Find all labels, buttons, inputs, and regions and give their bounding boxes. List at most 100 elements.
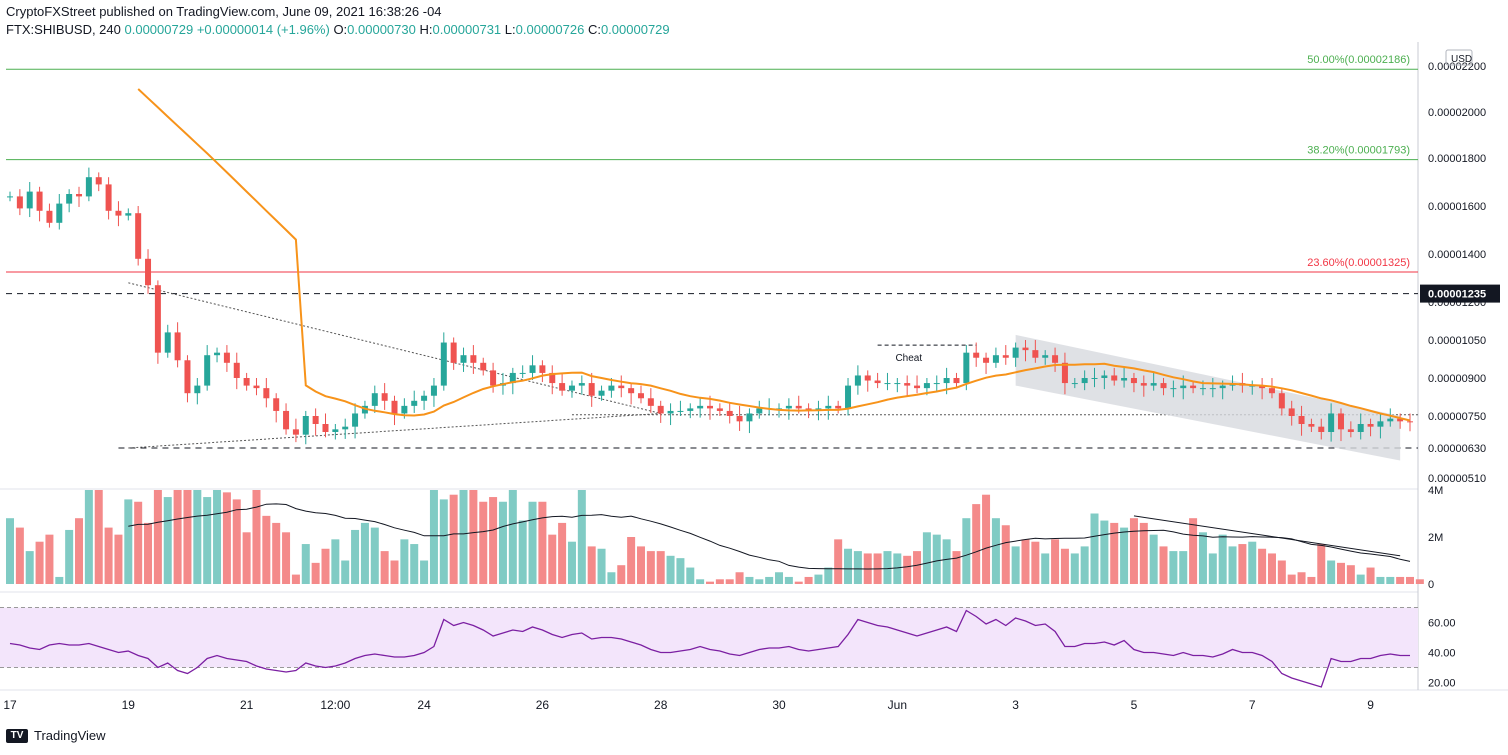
candle-body — [825, 405, 832, 409]
candle-body — [716, 408, 723, 411]
candle-body — [1022, 347, 1029, 351]
x-tick-label: 21 — [240, 698, 254, 712]
volume-bar — [1080, 546, 1089, 584]
candle-body — [992, 355, 999, 363]
volume-bar — [1011, 546, 1020, 584]
volume-bar — [380, 551, 389, 584]
volume-bar — [1129, 518, 1138, 584]
candle-body — [480, 362, 487, 371]
price-tick-label: 0.00002000 — [1428, 107, 1486, 119]
candle-body — [1071, 383, 1078, 385]
candle-body — [1002, 355, 1009, 358]
volume-bar — [893, 553, 902, 584]
cheat-annotation: Cheat — [895, 353, 922, 364]
volume-bar — [222, 492, 231, 584]
fib-label: 38.20%(0.00001793) — [1307, 145, 1410, 157]
candle-body — [1209, 388, 1216, 390]
candle-body — [490, 370, 497, 386]
candle-body — [923, 383, 930, 389]
candle-body — [697, 405, 704, 409]
price-change: +0.00000014 (+1.96%) — [196, 22, 330, 37]
candle-body — [539, 365, 546, 373]
candle-body — [588, 383, 595, 396]
candle-body — [184, 360, 191, 394]
currency-label: USD — [1451, 54, 1472, 65]
volume-bar — [508, 490, 517, 584]
volume-bar — [1051, 539, 1060, 584]
volume-bar — [558, 522, 567, 584]
volume-bar — [341, 560, 350, 584]
volume-bar — [913, 551, 922, 584]
candle-body — [756, 408, 763, 414]
candle-body — [1140, 383, 1147, 386]
candle-body — [302, 416, 309, 435]
volume-bar — [1396, 576, 1405, 584]
candle-body — [973, 352, 980, 358]
volume-bar — [1021, 539, 1030, 584]
volume-bar — [1307, 576, 1316, 584]
candle-body — [549, 372, 556, 384]
volume-bar — [607, 572, 616, 584]
volume-bar — [1198, 532, 1207, 584]
volume-bar — [213, 490, 222, 584]
volume-bar — [725, 579, 734, 584]
volume-bar — [1258, 548, 1267, 584]
candle-body — [36, 191, 43, 211]
candle-body — [983, 357, 990, 363]
volume-bar — [1346, 565, 1355, 584]
candle-body — [460, 355, 467, 363]
volume-bar — [903, 555, 912, 584]
volume-bar — [765, 576, 774, 584]
candle-body — [598, 390, 605, 396]
volume-bar — [1267, 553, 1276, 584]
volume-bar — [390, 560, 399, 584]
candle-body — [608, 385, 615, 391]
candle-body — [135, 213, 142, 259]
candle-body — [1160, 383, 1167, 389]
volume-tick-label: 4M — [1428, 485, 1443, 497]
price-label: 0.00001235 — [1428, 289, 1486, 301]
footer: TV TradingView — [6, 728, 106, 743]
volume-bar — [1159, 546, 1168, 584]
candle-body — [1387, 418, 1394, 422]
candle-body — [115, 210, 122, 216]
candle-body — [667, 410, 674, 414]
volume-bar — [272, 522, 281, 584]
volume-bar — [1287, 574, 1296, 584]
volume-bar — [104, 527, 113, 584]
volume-bar — [360, 522, 369, 584]
candle-body — [56, 203, 63, 223]
candle-body — [1170, 388, 1177, 390]
trendline-lower — [128, 412, 661, 449]
volume-bar — [55, 576, 64, 584]
candle-body — [352, 413, 359, 427]
volume-bar — [75, 518, 84, 584]
candle-body — [312, 416, 319, 424]
candle-body — [963, 352, 970, 384]
candle-body — [707, 405, 713, 409]
candle-body — [164, 332, 171, 353]
volume-average-line — [128, 503, 1411, 570]
volume-bar — [617, 565, 626, 584]
candle-body — [1012, 347, 1019, 358]
candle-body — [1407, 421, 1413, 423]
volume-bar — [982, 494, 991, 584]
candle-body — [66, 194, 73, 204]
volume-bar — [1366, 567, 1375, 584]
candle-body — [687, 408, 694, 411]
volume-bar — [656, 551, 665, 584]
candle-body — [726, 410, 733, 416]
candle-body — [26, 191, 33, 209]
volume-bar — [1336, 562, 1345, 584]
candle-body — [854, 375, 861, 386]
price-tick-label: 0.00000900 — [1428, 373, 1486, 385]
close-label: C: — [587, 22, 601, 37]
candle-body — [845, 385, 852, 409]
candle-body — [421, 395, 428, 401]
volume-bar — [587, 546, 596, 584]
price-tick-label: 0.00001600 — [1428, 201, 1486, 213]
volume-bar — [972, 504, 981, 584]
price-label-box — [1420, 284, 1500, 303]
footer-brand[interactable]: TradingView — [34, 728, 106, 743]
